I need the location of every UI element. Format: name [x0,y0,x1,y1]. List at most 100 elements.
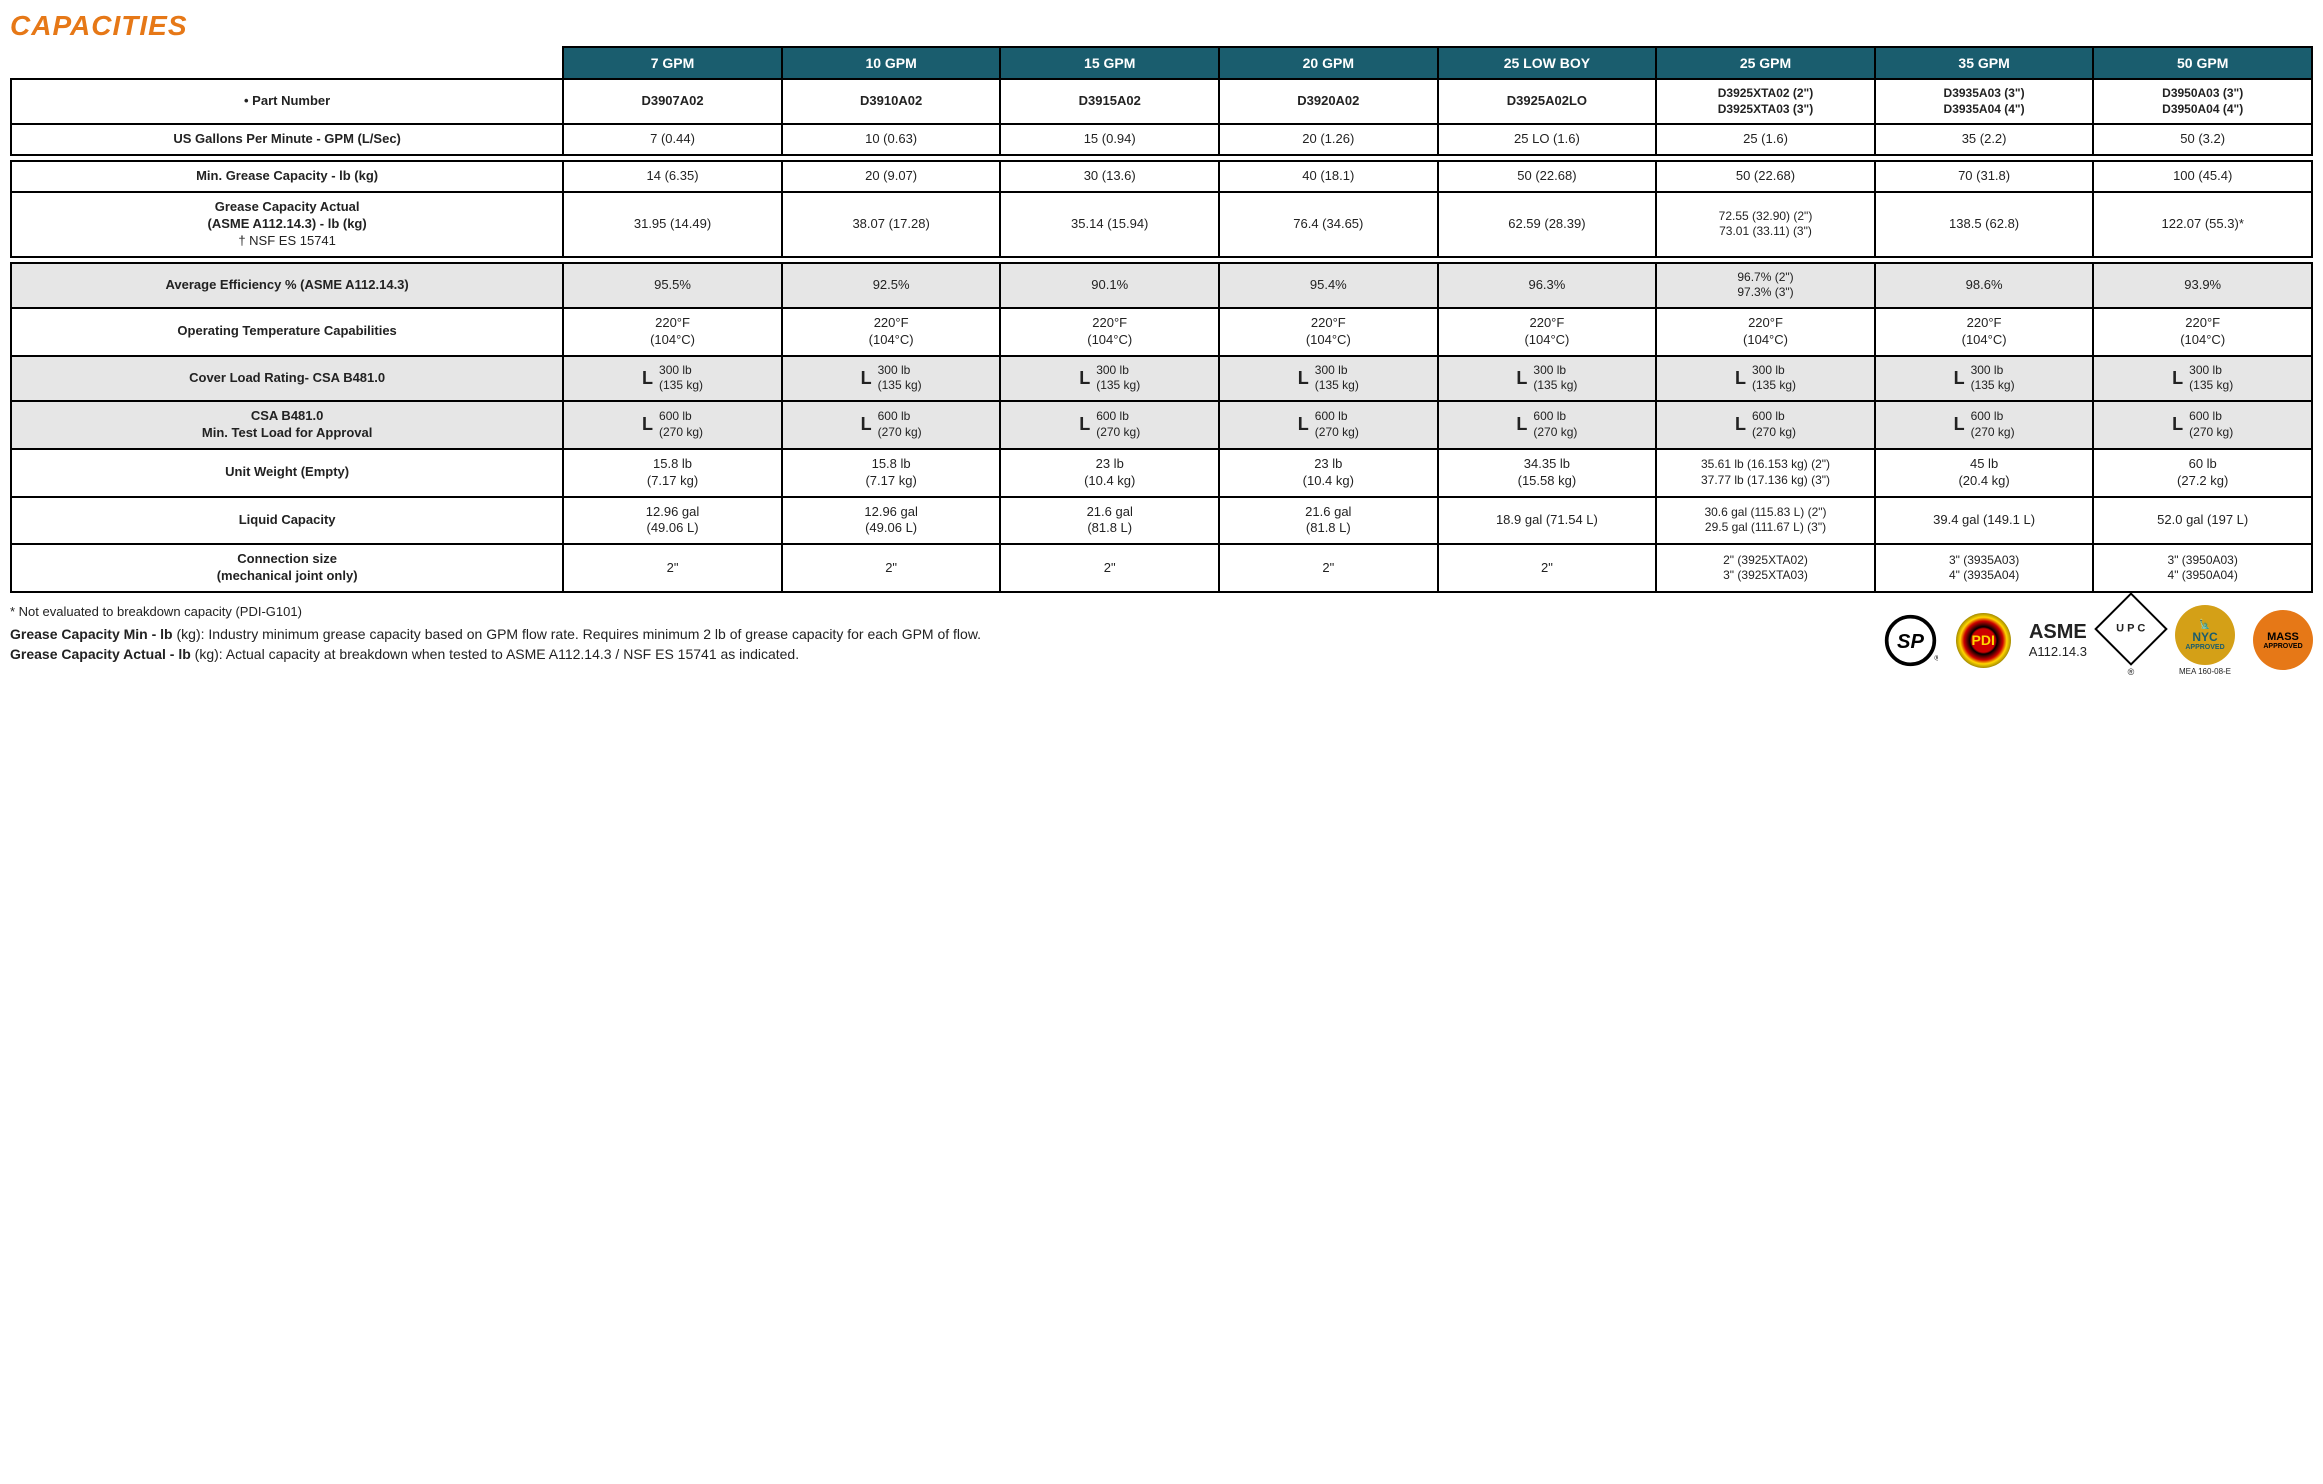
cell: 30 (13.6) [1000,161,1219,192]
svg-text:®: ® [1934,653,1938,662]
row-temperature: Operating Temperature Capabilities 220°F… [11,308,2312,356]
cell: 220°F(104°C) [1438,308,1657,356]
row-unit-weight: Unit Weight (Empty) 15.8 lb(7.17 kg) 15.… [11,449,2312,497]
cell: 7 (0.44) [563,124,782,155]
row-label: CSA B481.0Min. Test Load for Approval [11,401,563,449]
cell: L600 lb(270 kg) [782,401,1001,449]
cell: 95.4% [1219,263,1438,308]
footnote: * Not evaluated to breakdown capacity (P… [10,603,1863,621]
row-label: Operating Temperature Capabilities [11,308,563,356]
cell: 2" [782,544,1001,592]
cell: 90.1% [1000,263,1219,308]
cell: 45 lb(20.4 kg) [1875,449,2094,497]
cell: 220°F(104°C) [1875,308,2094,356]
cell: 60 lb(27.2 kg) [2093,449,2312,497]
col-header: 25 GPM [1656,47,1875,79]
cell: 10 (0.63) [782,124,1001,155]
cell: L300 lb(135 kg) [782,356,1001,401]
cell: 20 (1.26) [1219,124,1438,155]
cell: 52.0 gal (197 L) [2093,497,2312,545]
cell: 50 (22.68) [1438,161,1657,192]
cell: 15.8 lb(7.17 kg) [563,449,782,497]
cell: D3935A03 (3")D3935A04 (4") [1875,79,2094,124]
col-header: 15 GPM [1000,47,1219,79]
cell: 38.07 (17.28) [782,192,1001,257]
cell: 34.35 lb(15.58 kg) [1438,449,1657,497]
col-header: 7 GPM [563,47,782,79]
definition-1: Grease Capacity Min - lb (kg): Industry … [10,625,1863,645]
cell: 14 (6.35) [563,161,782,192]
row-label: Grease Capacity Actual(ASME A112.14.3) -… [11,192,563,257]
row-label: Average Efficiency % (ASME A112.14.3) [11,263,563,308]
mass-logo-icon: MASSAPPROVED [2253,610,2313,670]
cell: D3910A02 [782,79,1001,124]
cell: 39.4 gal (149.1 L) [1875,497,2094,545]
cell: 2" [1000,544,1219,592]
capacities-table: 7 GPM 10 GPM 15 GPM 20 GPM 25 LOW BOY 25… [10,46,2313,593]
col-header: 50 GPM [2093,47,2312,79]
cell: 50 (3.2) [2093,124,2312,155]
row-label: • Part Number [11,79,563,124]
cell: L600 lb(270 kg) [1438,401,1657,449]
cell: L300 lb(135 kg) [1875,356,2094,401]
cell: 76.4 (34.65) [1219,192,1438,257]
cell: 18.9 gal (71.54 L) [1438,497,1657,545]
row-test-load: CSA B481.0Min. Test Load for Approval L6… [11,401,2312,449]
cell: D3920A02 [1219,79,1438,124]
footer-text: * Not evaluated to breakdown capacity (P… [10,603,1863,664]
cell: 12.96 gal(49.06 L) [563,497,782,545]
col-header: 25 LOW BOY [1438,47,1657,79]
row-min-grease: Min. Grease Capacity - lb (kg) 14 (6.35)… [11,161,2312,192]
cell: L300 lb(135 kg) [2093,356,2312,401]
cell: 30.6 gal (115.83 L) (2")29.5 gal (111.67… [1656,497,1875,545]
row-label: Cover Load Rating- CSA B481.0 [11,356,563,401]
cell: 95.5% [563,263,782,308]
cell: 31.95 (14.49) [563,192,782,257]
cell: D3907A02 [563,79,782,124]
cell: 98.6% [1875,263,2094,308]
cell: 96.3% [1438,263,1657,308]
cell: 23 lb(10.4 kg) [1219,449,1438,497]
cell: 220°F(104°C) [1219,308,1438,356]
row-cover-load: Cover Load Rating- CSA B481.0 L300 lb(13… [11,356,2312,401]
cell: 15 (0.94) [1000,124,1219,155]
capacities-title: CAPACITIES [10,10,188,42]
row-label: Unit Weight (Empty) [11,449,563,497]
certification-logos: SP® PDI ASMEA112.14.3 U P C ® 🗽NYCAPPROV… [1883,603,2313,677]
cell: D3915A02 [1000,79,1219,124]
cell: 220°F(104°C) [2093,308,2312,356]
cell: 92.5% [782,263,1001,308]
row-label: Connection size(mechanical joint only) [11,544,563,592]
cell: 138.5 (62.8) [1875,192,2094,257]
cell: 35.61 lb (16.153 kg) (2")37.77 lb (17.13… [1656,449,1875,497]
cell: 72.55 (32.90) (2")73.01 (33.11) (3") [1656,192,1875,257]
cell: 21.6 gal(81.8 L) [1219,497,1438,545]
cell: 2" [563,544,782,592]
cell: 15.8 lb(7.17 kg) [782,449,1001,497]
cell: L600 lb(270 kg) [563,401,782,449]
col-header: 35 GPM [1875,47,2094,79]
cell: L600 lb(270 kg) [1656,401,1875,449]
cell: L600 lb(270 kg) [2093,401,2312,449]
cell: 3" (3950A03)4" (3950A04) [2093,544,2312,592]
cell: 100 (45.4) [2093,161,2312,192]
col-header: 10 GPM [782,47,1001,79]
cell: D3925A02LO [1438,79,1657,124]
cell: 21.6 gal(81.8 L) [1000,497,1219,545]
cell: D3925XTA02 (2")D3925XTA03 (3") [1656,79,1875,124]
col-header: 20 GPM [1219,47,1438,79]
row-label: Min. Grease Capacity - lb (kg) [11,161,563,192]
cell: 2" [1219,544,1438,592]
cell: L300 lb(135 kg) [1438,356,1657,401]
cell: 220°F(104°C) [1000,308,1219,356]
cell: 20 (9.07) [782,161,1001,192]
cell: 93.9% [2093,263,2312,308]
cell: L300 lb(135 kg) [1219,356,1438,401]
upc-logo-icon: U P C ® [2105,603,2157,677]
cell: 220°F(104°C) [563,308,782,356]
cell: 35.14 (15.94) [1000,192,1219,257]
cell: 3" (3935A03)4" (3935A04) [1875,544,2094,592]
asme-logo-icon: ASMEA112.14.3 [2029,621,2087,659]
row-liquid-capacity: Liquid Capacity 12.96 gal(49.06 L) 12.96… [11,497,2312,545]
row-efficiency: Average Efficiency % (ASME A112.14.3) 95… [11,263,2312,308]
